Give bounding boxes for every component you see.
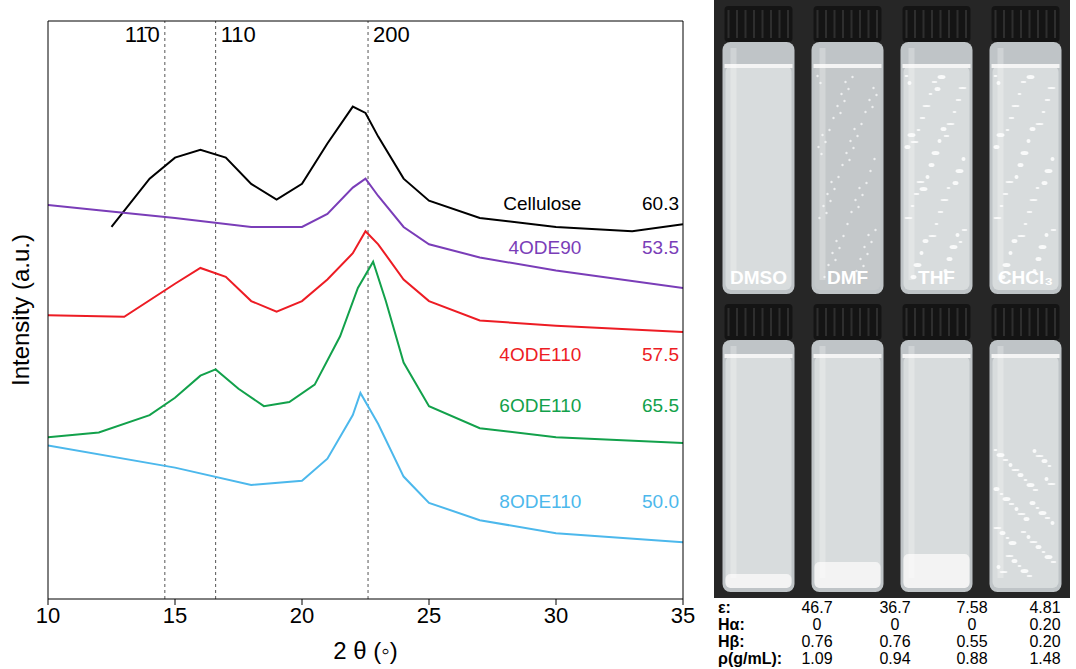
svg-text:1.09: 1.09 (801, 650, 832, 667)
svg-text:Intensity (a.u.): Intensity (a.u.) (7, 234, 34, 386)
svg-text:35: 35 (671, 603, 695, 628)
svg-text:46.7: 46.7 (801, 599, 832, 616)
svg-text:Cellulose: Cellulose (503, 193, 581, 214)
svg-text:4.81: 4.81 (1029, 599, 1060, 616)
svg-text:15: 15 (163, 603, 187, 628)
svg-text:110: 110 (221, 22, 256, 47)
svg-text:0: 0 (968, 616, 977, 633)
svg-text:2 θ (◦): 2 θ (◦) (333, 637, 398, 664)
svg-text:0: 0 (813, 616, 822, 633)
svg-text:DMSO: DMSO (730, 267, 787, 288)
svg-text:CHCl₃: CHCl₃ (998, 267, 1053, 288)
svg-text:6ODE110: 6ODE110 (499, 395, 581, 416)
svg-text:20: 20 (290, 603, 314, 628)
svg-text:4ODE110: 4ODE110 (499, 344, 581, 365)
svg-text:36.7: 36.7 (879, 599, 910, 616)
svg-text:0.20: 0.20 (1029, 633, 1060, 650)
svg-text:25: 25 (417, 603, 441, 628)
svg-text:0.76: 0.76 (879, 633, 910, 650)
svg-text:200: 200 (373, 22, 410, 47)
svg-text:Hα:: Hα: (718, 616, 745, 633)
svg-text:11̄0: 11̄0 (125, 22, 160, 47)
svg-text:65.5: 65.5 (642, 395, 679, 416)
svg-text:10: 10 (36, 603, 60, 628)
svg-text:0.55: 0.55 (956, 633, 987, 650)
svg-text:50.0: 50.0 (642, 491, 679, 512)
svg-text:0.20: 0.20 (1029, 616, 1060, 633)
svg-text:THF: THF (918, 267, 955, 288)
svg-text:7.58: 7.58 (956, 599, 987, 616)
svg-text:30: 30 (544, 603, 568, 628)
svg-text:8ODE110: 8ODE110 (499, 491, 581, 512)
svg-text:DMF: DMF (827, 267, 868, 288)
svg-text:1.48: 1.48 (1029, 650, 1060, 667)
svg-text:ρ(g/mL):: ρ(g/mL): (718, 650, 782, 667)
svg-text:53.5: 53.5 (642, 237, 679, 258)
svg-text:Hβ:: Hβ: (718, 633, 745, 650)
svg-text:4ODE90: 4ODE90 (509, 237, 582, 258)
svg-text:57.5: 57.5 (642, 344, 679, 365)
svg-text:0: 0 (891, 616, 900, 633)
svg-text:0.94: 0.94 (879, 650, 910, 667)
svg-text:60.3: 60.3 (642, 193, 679, 214)
svg-text:ε:: ε: (718, 599, 731, 616)
svg-text:0.76: 0.76 (801, 633, 832, 650)
svg-text:0.88: 0.88 (956, 650, 987, 667)
